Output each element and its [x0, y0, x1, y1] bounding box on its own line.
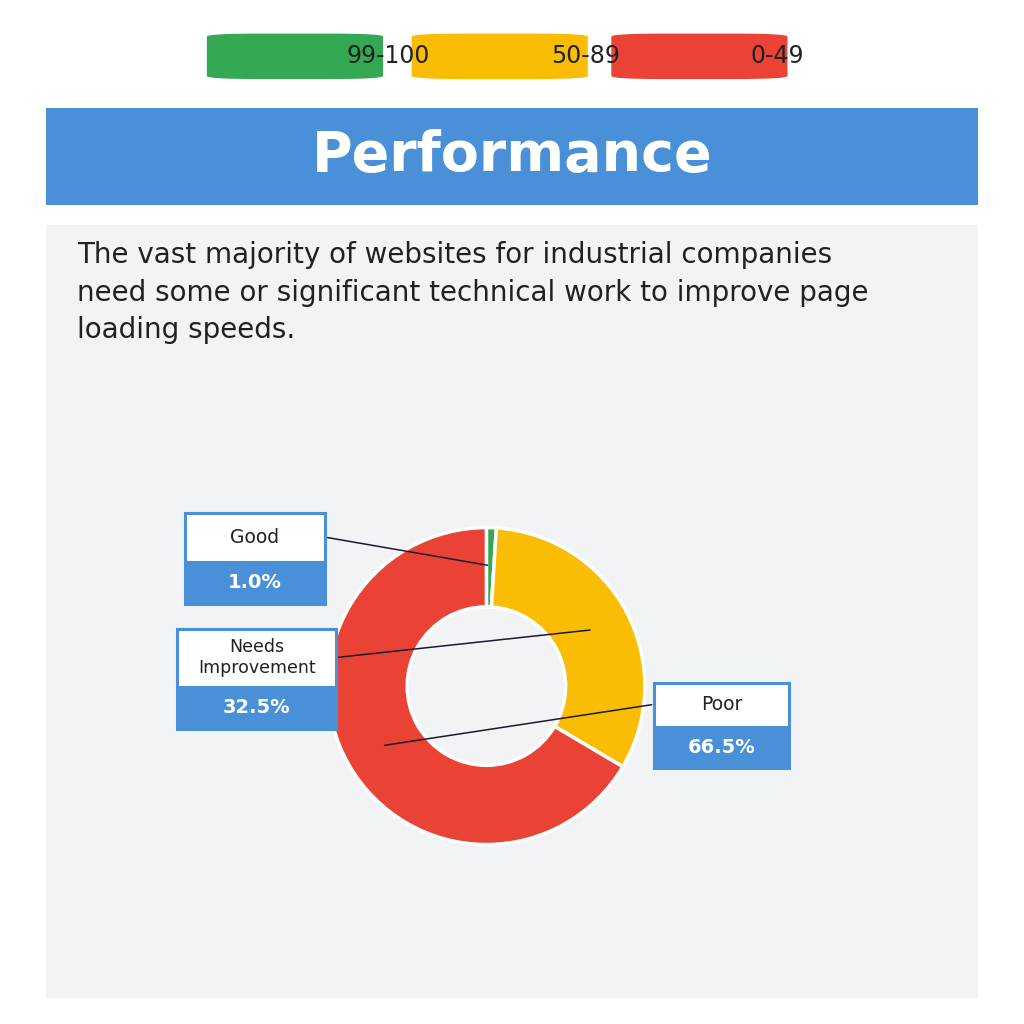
Wedge shape — [492, 528, 645, 767]
Text: 99-100: 99-100 — [346, 44, 429, 69]
FancyBboxPatch shape — [28, 210, 996, 1014]
Text: 1.0%: 1.0% — [228, 572, 282, 592]
FancyBboxPatch shape — [177, 686, 336, 729]
Text: Good: Good — [230, 527, 280, 547]
FancyBboxPatch shape — [207, 34, 383, 79]
Text: 0-49: 0-49 — [751, 44, 804, 69]
FancyBboxPatch shape — [412, 34, 588, 79]
Text: Needs
Improvement: Needs Improvement — [198, 638, 315, 677]
Text: Poor: Poor — [701, 695, 742, 714]
Text: 50-89: 50-89 — [551, 44, 620, 69]
FancyBboxPatch shape — [177, 629, 336, 729]
FancyBboxPatch shape — [654, 726, 790, 768]
Wedge shape — [486, 527, 497, 607]
Text: The vast majority of websites for industrial companies
need some or significant : The vast majority of websites for indust… — [77, 241, 868, 344]
Text: 32.5%: 32.5% — [223, 698, 291, 717]
FancyBboxPatch shape — [185, 513, 325, 604]
Wedge shape — [328, 527, 623, 845]
FancyBboxPatch shape — [0, 99, 1024, 213]
FancyBboxPatch shape — [611, 34, 787, 79]
Text: 66.5%: 66.5% — [688, 737, 756, 757]
FancyBboxPatch shape — [185, 561, 325, 604]
Text: Performance: Performance — [311, 129, 713, 183]
FancyBboxPatch shape — [654, 683, 790, 768]
